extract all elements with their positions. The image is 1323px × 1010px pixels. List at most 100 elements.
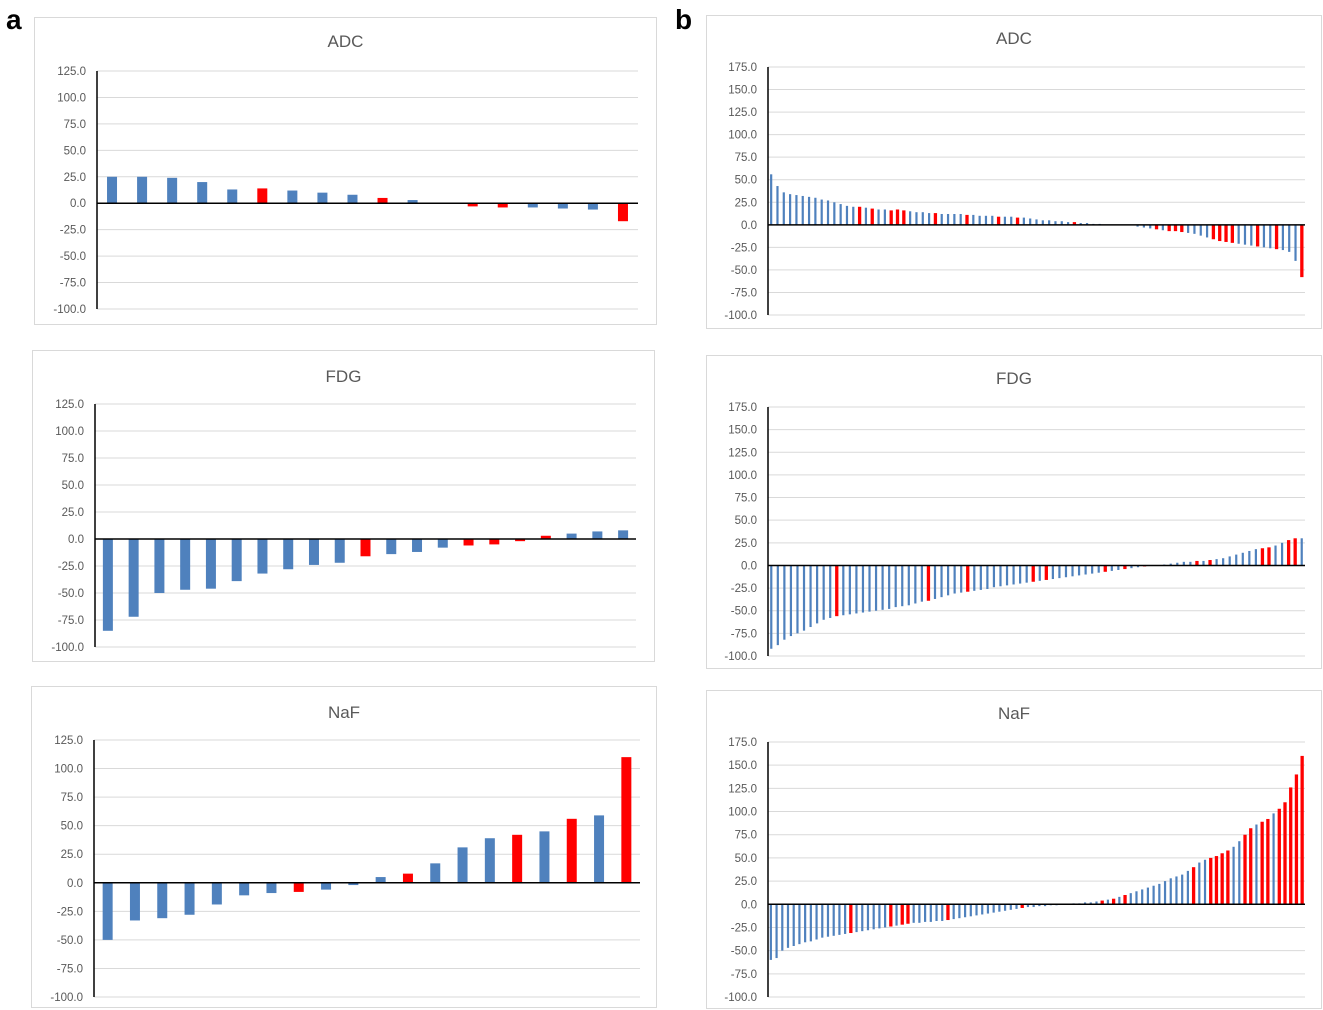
bar xyxy=(1060,221,1063,225)
bar xyxy=(457,847,468,883)
bar xyxy=(1187,224,1190,233)
bar xyxy=(1226,850,1230,905)
bar xyxy=(407,200,418,204)
bar xyxy=(888,565,891,609)
y-tick-label: 0.0 xyxy=(741,899,757,911)
bar xyxy=(1235,554,1238,566)
bar xyxy=(515,539,526,542)
bar xyxy=(855,904,858,933)
bar xyxy=(1071,565,1074,577)
bar xyxy=(900,904,904,925)
bar xyxy=(1123,895,1127,905)
y-tick-label: 50.0 xyxy=(735,853,757,865)
bar xyxy=(1146,887,1149,905)
bar xyxy=(283,539,294,570)
bar xyxy=(895,209,900,225)
bar xyxy=(1161,224,1164,231)
bar xyxy=(789,565,793,637)
y-tick-label: -50.0 xyxy=(57,935,83,947)
y-tick-label: -25.0 xyxy=(58,561,84,573)
y-tick-label: 75.0 xyxy=(735,830,757,842)
bar xyxy=(1079,223,1082,225)
y-tick-label: -50.0 xyxy=(60,251,86,263)
bar xyxy=(227,189,238,204)
y-tick-label: -75.0 xyxy=(731,628,757,640)
bar xyxy=(386,539,397,555)
y-tick-label: 100.0 xyxy=(728,470,757,482)
bar xyxy=(489,539,500,545)
bar xyxy=(1294,224,1297,261)
bar xyxy=(952,904,955,920)
bar xyxy=(540,535,551,539)
y-tick-label: 75.0 xyxy=(64,119,86,131)
bar xyxy=(184,882,195,915)
bar xyxy=(979,565,982,590)
bar xyxy=(1272,813,1275,905)
bar xyxy=(912,904,915,923)
bar xyxy=(154,539,165,593)
bar xyxy=(1111,898,1116,905)
bar xyxy=(864,207,868,225)
bar xyxy=(1038,904,1041,907)
bar xyxy=(594,815,605,883)
y-tick-label: 100.0 xyxy=(728,807,757,819)
bar xyxy=(1103,565,1107,572)
bar xyxy=(1066,222,1070,225)
bar xyxy=(1091,565,1094,574)
bar xyxy=(852,206,855,225)
bar xyxy=(975,904,978,916)
bar xyxy=(1083,902,1087,905)
bar xyxy=(769,904,772,960)
y-tick-label: -50.0 xyxy=(731,946,757,958)
bar xyxy=(881,565,884,610)
bar xyxy=(924,904,927,922)
bar xyxy=(1054,221,1057,225)
y-tick-label: 50.0 xyxy=(735,175,757,187)
bar xyxy=(375,877,386,883)
y-tick-label: -50.0 xyxy=(58,588,84,600)
y-tick-label: 100.0 xyxy=(54,764,83,776)
bar xyxy=(889,210,893,225)
bar xyxy=(815,904,818,940)
bar xyxy=(1224,224,1228,242)
bar xyxy=(1173,224,1178,232)
bar xyxy=(1293,538,1297,566)
bar xyxy=(1238,841,1241,905)
y-tick-label: 175.0 xyxy=(728,737,757,749)
bar xyxy=(1195,560,1199,566)
chart-svg: 175.0 150.0 125.0 100.0 75.0 50.0 25.0 0.0 -25.0… xyxy=(724,737,1305,1004)
bar xyxy=(1232,846,1235,905)
bar xyxy=(484,838,495,883)
y-tick-label: 25.0 xyxy=(62,507,84,519)
y-tick-label: 125.0 xyxy=(728,783,757,795)
bar xyxy=(978,215,981,225)
bar xyxy=(348,882,359,886)
bar xyxy=(287,190,298,204)
chart-a-naf: NaF 125.0 100.0 75.0 50.0 25.0 0.0 -25.0 -50.0 -… xyxy=(31,686,657,1008)
bar xyxy=(998,904,1001,912)
y-tick-label: 25.0 xyxy=(735,538,757,550)
bar xyxy=(1255,824,1258,905)
bar xyxy=(1064,565,1068,578)
bar xyxy=(915,212,918,225)
bar xyxy=(402,873,413,883)
bar xyxy=(933,565,937,599)
y-tick-label: -100.0 xyxy=(50,992,83,1004)
bar xyxy=(1141,889,1144,905)
bar xyxy=(1015,904,1018,909)
bar xyxy=(991,215,994,225)
bar xyxy=(973,565,976,591)
bar xyxy=(1286,540,1291,566)
chart-title: NaF xyxy=(327,703,361,722)
bar xyxy=(1038,565,1041,581)
y-tick-label: 50.0 xyxy=(61,821,83,833)
bar xyxy=(1250,224,1253,246)
bar xyxy=(321,882,332,890)
bar xyxy=(829,565,832,618)
bar xyxy=(1230,224,1234,243)
y-tick-label: 50.0 xyxy=(62,480,84,492)
bar xyxy=(1260,548,1265,566)
y-tick-label: -25.0 xyxy=(731,583,757,595)
bar xyxy=(1222,558,1225,566)
bar xyxy=(940,213,943,225)
